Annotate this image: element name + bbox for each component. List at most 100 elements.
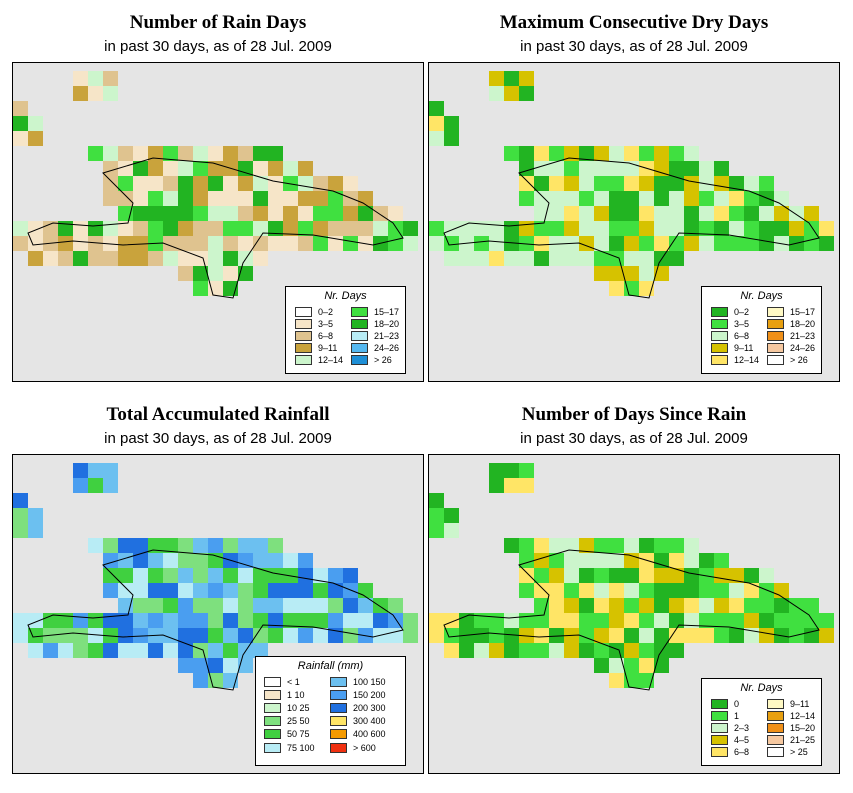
grid-cell bbox=[133, 191, 148, 206]
grid-cell bbox=[148, 568, 163, 583]
grid-cell bbox=[624, 583, 639, 598]
grid-cell bbox=[654, 613, 669, 628]
grid-cell bbox=[579, 643, 594, 658]
grid-cell bbox=[669, 568, 684, 583]
grid-cell bbox=[669, 176, 684, 191]
grid-cell bbox=[744, 583, 759, 598]
grid-cell bbox=[58, 643, 73, 658]
grid-cell bbox=[759, 221, 774, 236]
legend-swatch bbox=[330, 729, 347, 740]
panel-subtitle: in past 30 days, as of 28 Jul. 2009 bbox=[104, 430, 332, 447]
grid-cell bbox=[148, 176, 163, 191]
legend-label: 21–23 bbox=[790, 330, 816, 341]
map-grid bbox=[13, 71, 418, 299]
legend-label: 3–5 bbox=[734, 318, 750, 329]
grid-cell bbox=[313, 583, 328, 598]
grid-cell bbox=[88, 538, 103, 553]
grid-cell bbox=[343, 206, 358, 221]
grid-cell bbox=[639, 583, 654, 598]
grid-cell bbox=[328, 221, 343, 236]
grid-cell bbox=[268, 568, 283, 583]
grid-cell bbox=[223, 568, 238, 583]
legend-swatch bbox=[711, 710, 728, 721]
legend-swatch bbox=[264, 702, 281, 713]
grid-cell bbox=[639, 658, 654, 673]
grid-cell bbox=[684, 236, 699, 251]
grid-cell bbox=[148, 191, 163, 206]
grid-cell bbox=[654, 161, 669, 176]
grid-cell bbox=[549, 568, 564, 583]
grid-cell bbox=[103, 568, 118, 583]
grid-cell bbox=[193, 598, 208, 613]
grid-cell bbox=[133, 206, 148, 221]
grid-cell bbox=[133, 251, 148, 266]
grid-cell bbox=[684, 221, 699, 236]
grid-cell bbox=[163, 583, 178, 598]
grid-cell bbox=[253, 191, 268, 206]
grid-cell bbox=[744, 206, 759, 221]
grid-cell bbox=[88, 628, 103, 643]
grid-cell bbox=[759, 236, 774, 251]
panel-title: Total Accumulated Rainfall bbox=[106, 404, 330, 425]
grid-cell bbox=[519, 176, 534, 191]
grid-cell bbox=[774, 613, 789, 628]
legend-label: 0 bbox=[734, 698, 740, 709]
legend-label: < 1 bbox=[287, 676, 300, 687]
grid-cell bbox=[208, 568, 223, 583]
grid-cell bbox=[313, 598, 328, 613]
grid-cell bbox=[564, 613, 579, 628]
grid-cell bbox=[118, 161, 133, 176]
legend-item: 24–26 bbox=[767, 343, 815, 354]
grid-cell bbox=[178, 613, 193, 628]
grid-cell bbox=[594, 191, 609, 206]
grid-cell bbox=[163, 538, 178, 553]
grid-cell bbox=[43, 251, 58, 266]
grid-cell bbox=[519, 86, 534, 101]
grid-cell bbox=[388, 598, 403, 613]
legend-item: 18–20 bbox=[351, 318, 399, 329]
grid-cell bbox=[163, 191, 178, 206]
grid-cell bbox=[193, 613, 208, 628]
grid-cell bbox=[13, 613, 28, 628]
legend-title: Nr. Days bbox=[740, 682, 783, 694]
grid-cell bbox=[103, 613, 118, 628]
grid-cell bbox=[223, 221, 238, 236]
grid-cell bbox=[298, 568, 313, 583]
grid-cell bbox=[429, 523, 444, 538]
grid-cell bbox=[253, 146, 268, 161]
grid-cell bbox=[28, 523, 43, 538]
grid-cell bbox=[759, 613, 774, 628]
grid-cell bbox=[148, 553, 163, 568]
grid-cell bbox=[579, 191, 594, 206]
grid-cell bbox=[564, 643, 579, 658]
grid-cell bbox=[684, 538, 699, 553]
grid-cell bbox=[163, 553, 178, 568]
grid-cell bbox=[714, 628, 729, 643]
grid-cell bbox=[489, 613, 504, 628]
legend-label: 300 400 bbox=[353, 716, 386, 727]
grid-cell bbox=[504, 643, 519, 658]
grid-cell bbox=[58, 236, 73, 251]
legend-swatch bbox=[767, 343, 784, 354]
grid-cell bbox=[178, 553, 193, 568]
legend-swatch bbox=[295, 330, 312, 341]
grid-cell bbox=[474, 236, 489, 251]
legend-swatch bbox=[767, 747, 784, 758]
grid-cell bbox=[534, 146, 549, 161]
grid-cell bbox=[519, 583, 534, 598]
grid-cell bbox=[564, 553, 579, 568]
panel-title: Number of Days Since Rain bbox=[521, 404, 747, 425]
grid-cell bbox=[103, 146, 118, 161]
grid-cell bbox=[699, 161, 714, 176]
grid-cell bbox=[549, 161, 564, 176]
grid-cell bbox=[444, 523, 459, 538]
grid-cell bbox=[699, 191, 714, 206]
grid-cell bbox=[193, 538, 208, 553]
legend-swatch bbox=[711, 306, 728, 317]
grid-cell bbox=[654, 628, 669, 643]
grid-cell bbox=[654, 146, 669, 161]
grid-cell bbox=[88, 71, 103, 86]
grid-cell bbox=[624, 628, 639, 643]
grid-cell bbox=[268, 613, 283, 628]
legend-label: 21–23 bbox=[374, 330, 400, 341]
